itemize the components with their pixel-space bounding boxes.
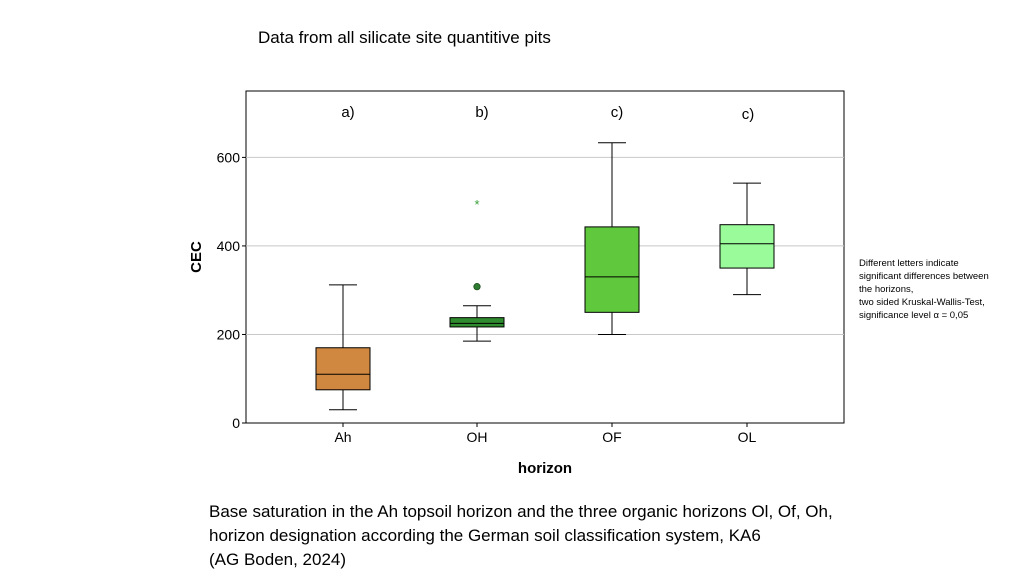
x-tick-label: Ah	[334, 429, 351, 445]
x-tick-label: OH	[467, 429, 488, 445]
iqr-box	[719, 224, 775, 269]
note-line: Different letters indicate	[859, 258, 959, 269]
box-ol: c)	[719, 106, 775, 296]
extreme-outlier-star: *	[474, 197, 479, 212]
box-ah: a)	[315, 104, 371, 411]
outlier-circle	[473, 283, 481, 291]
y-axis-label: CEC	[188, 241, 205, 273]
y-tick-label: 0	[232, 415, 240, 431]
iqr-box	[584, 226, 640, 313]
note-line: significant differences between	[859, 271, 989, 282]
caption-line: (AG Boden, 2024)	[209, 550, 347, 569]
significance-letter: c)	[611, 104, 624, 121]
note-line: two sided Kruskal-Wallis-Test,	[859, 297, 985, 308]
figure-caption: Base saturation in the Ah topsoil horizo…	[209, 500, 1009, 572]
y-tick-label: 200	[217, 326, 241, 342]
box-oh: * b)	[449, 104, 505, 342]
iqr-box	[315, 347, 371, 391]
x-tick-label: OL	[738, 429, 757, 445]
caption-line: Base saturation in the Ah topsoil horizo…	[209, 502, 833, 521]
slide-title: Data from all silicate site quantitive p…	[258, 28, 551, 47]
box-of: c)	[584, 104, 640, 335]
significance-letter: c)	[742, 106, 755, 123]
significance-letter: a)	[341, 104, 354, 121]
significance-note: Different letters indicate significant d…	[859, 257, 1019, 322]
iqr-box	[449, 317, 505, 328]
x-axis-label: horizon	[518, 460, 572, 477]
note-line: the horizons,	[859, 284, 914, 295]
y-tick-label: 600	[217, 149, 241, 165]
x-tick-label: OF	[602, 429, 621, 445]
y-tick-label: 400	[217, 238, 241, 254]
note-line: significance level α = 0,05	[859, 310, 969, 321]
caption-line: horizon designation according the German…	[209, 526, 761, 545]
significance-letter: b)	[475, 104, 488, 121]
